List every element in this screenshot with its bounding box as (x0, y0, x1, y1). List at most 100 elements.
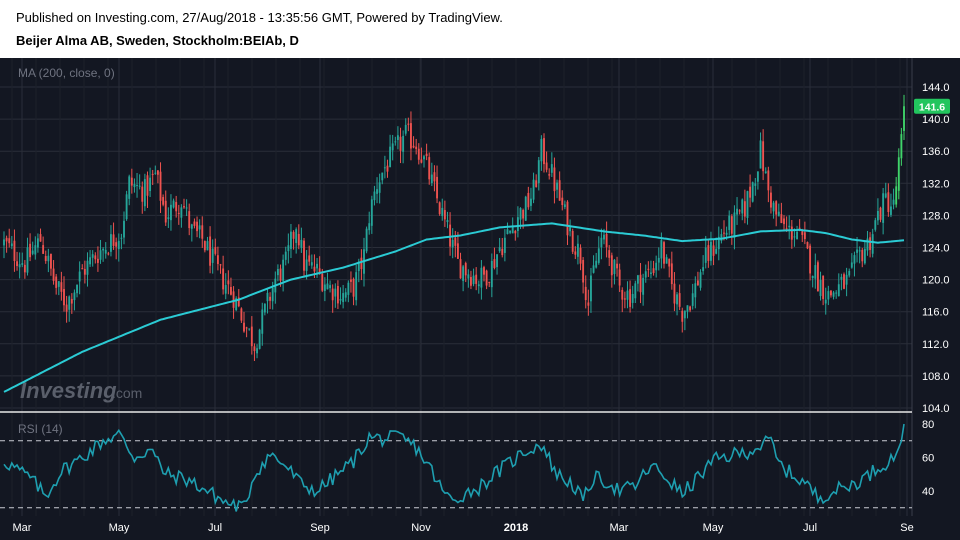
ma-line (3, 222, 905, 393)
candle-body (516, 217, 519, 231)
candle-body (498, 247, 501, 252)
investing-watermark: Investing .com (20, 378, 142, 403)
candle-body (99, 250, 102, 260)
candle-body (853, 255, 856, 264)
candle-body (365, 228, 368, 252)
candle-body (897, 157, 900, 191)
candle-body (177, 212, 180, 214)
candle-body (832, 292, 835, 297)
candle-body (159, 171, 162, 201)
candle-body (579, 247, 582, 264)
candle-body (243, 322, 245, 332)
candle-body (360, 257, 363, 270)
candle-body (503, 237, 506, 253)
candle-body (123, 220, 125, 238)
time-tick-label: Mar (13, 522, 32, 534)
candle-body (16, 261, 18, 267)
candle-body (801, 231, 804, 235)
candle-body (595, 260, 598, 268)
candle-body (477, 284, 480, 287)
candle-body (845, 274, 848, 285)
time-tick-label: May (703, 522, 724, 534)
candle-body (47, 255, 50, 262)
candle-body (623, 298, 626, 300)
candle-body (60, 282, 63, 292)
candle-body (156, 170, 159, 175)
candle-body (263, 303, 266, 313)
candle-body (644, 271, 647, 278)
candle-body (399, 136, 402, 151)
candle-body (895, 186, 898, 205)
candle-body (318, 268, 321, 273)
candle-body (214, 247, 217, 254)
candle-body (725, 232, 728, 235)
price-tick-label: 128.0 (922, 210, 950, 222)
candle-body (175, 202, 178, 212)
candle-body (660, 240, 663, 259)
candle-body (446, 220, 449, 223)
candle-body (415, 146, 418, 150)
price-tick-label: 112.0 (922, 339, 949, 351)
candle-body (691, 293, 694, 306)
candle-body (209, 236, 212, 266)
candle-body (509, 230, 512, 233)
price-tick-label: 108.0 (922, 371, 950, 383)
candle-body (903, 106, 905, 131)
candle-body (164, 200, 167, 223)
candle-body (376, 189, 378, 194)
last-price-value: 141.6 (919, 101, 945, 113)
candle-body (21, 263, 24, 265)
candle-body (57, 281, 60, 287)
candle-body (216, 255, 219, 265)
candle-body (574, 251, 577, 255)
candle-body (670, 263, 673, 285)
candle-body (219, 264, 222, 266)
candle-body (350, 279, 352, 282)
candle-body (428, 157, 431, 180)
candle-body (545, 162, 548, 170)
candle-body (470, 277, 472, 286)
candle-body (530, 198, 532, 206)
candle-body (3, 239, 5, 246)
candle-body (822, 275, 825, 299)
candle-body (402, 135, 405, 152)
candle-body (783, 218, 785, 225)
candle-body (389, 146, 392, 168)
candle-body (728, 215, 731, 230)
candle-body (524, 196, 527, 221)
candle-body (133, 183, 136, 188)
candle-body (717, 236, 720, 250)
candle-body (663, 242, 665, 264)
candle-body (342, 293, 345, 303)
candle-body (89, 257, 92, 265)
candle-body (279, 268, 282, 281)
candle-body (738, 210, 741, 212)
candle-body (459, 259, 462, 279)
time-tick-label: Mar (610, 522, 629, 534)
candle-body (128, 176, 131, 199)
candle-body (70, 298, 73, 304)
candle-body (869, 237, 872, 250)
candle-body (816, 262, 819, 292)
candle-body (631, 293, 634, 303)
price-tick-label: 120.0 (922, 275, 950, 287)
candle-body (370, 199, 373, 226)
ma-indicator-label: MA (200, close, 0) (18, 66, 115, 80)
candle-body (678, 293, 681, 307)
candle-body (130, 177, 133, 186)
candle-body (451, 239, 454, 248)
candle-body (170, 204, 172, 221)
candle-body (18, 264, 21, 268)
candle-body (329, 285, 332, 289)
rsi-axis: 80 60 40 (922, 419, 934, 498)
watermark-suffix: .com (112, 385, 142, 401)
candle-body (34, 245, 37, 255)
price-tick-label: 144.0 (922, 82, 950, 94)
candle-body (621, 289, 624, 300)
candle-body (819, 280, 822, 297)
published-line: Published on Investing.com, 27/Aug/2018 … (16, 10, 503, 25)
candle-body (417, 148, 420, 160)
candle-body (222, 268, 225, 290)
candle-body (256, 348, 258, 354)
